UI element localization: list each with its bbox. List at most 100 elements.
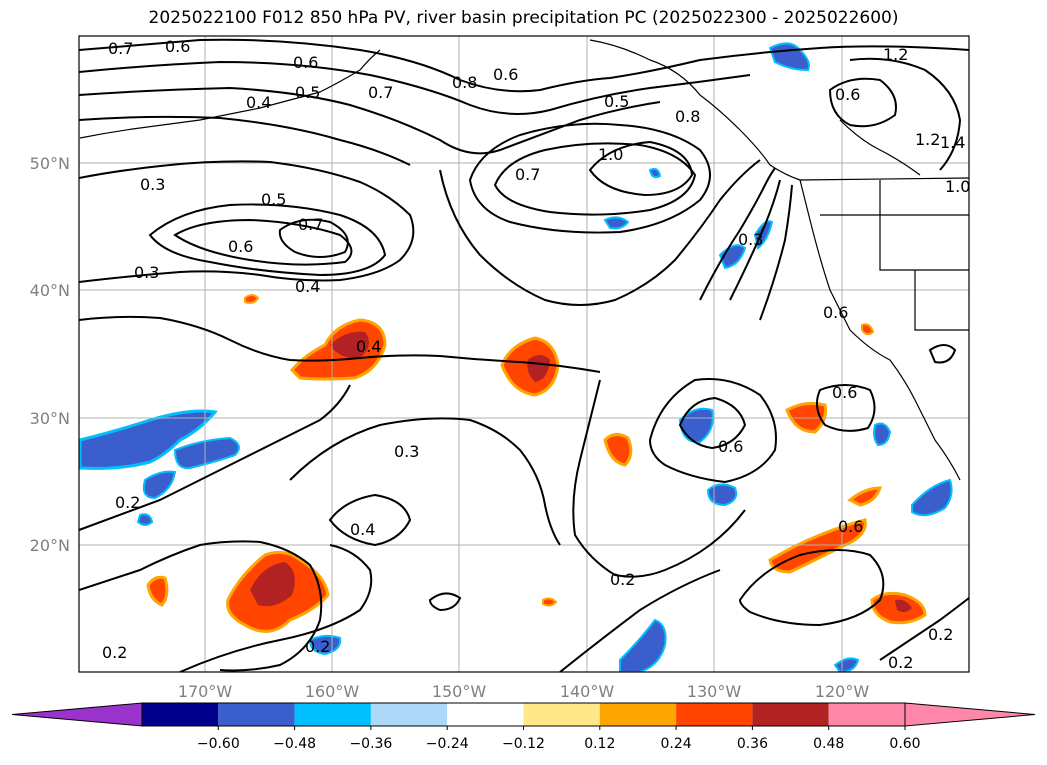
lon-label: 170°W — [178, 682, 233, 701]
contour-label: 0.6 — [838, 517, 863, 536]
contour-label: 0.4 — [246, 93, 271, 112]
contour-label: 0.3 — [134, 263, 159, 282]
precip-positive-region — [542, 597, 558, 607]
colorbar: −0.60 −0.48 −0.36 −0.24 −0.12 0.12 0.24 0.36 0.4… — [11, 702, 1036, 752]
precip-negative-region — [678, 407, 714, 444]
pv-contour — [328, 493, 412, 547]
colorbar-tick-label: 0.24 — [661, 736, 692, 752]
precip-positive-region — [847, 486, 883, 507]
pv-contour — [278, 218, 349, 258]
contour-label: 0.4 — [356, 337, 381, 356]
contour-label: 0.7 — [298, 215, 323, 234]
pv-contour — [815, 384, 876, 432]
colorbar-segment — [142, 703, 219, 726]
pv-contour — [79, 384, 351, 531]
lon-label: 140°W — [560, 682, 615, 701]
contour-label: 0.8 — [452, 73, 477, 92]
precip-negative-region — [911, 478, 953, 517]
contour-label: 0.2 — [102, 643, 127, 662]
pv-contour — [648, 378, 777, 484]
map-title: 2025022100 F012 850 hPa PV, river basin … — [148, 8, 899, 28]
colorbar-tick-label: −0.60 — [197, 736, 240, 752]
contour-label: 0.6 — [165, 37, 190, 56]
pv-contour — [428, 592, 462, 612]
precip-positive-region — [861, 323, 875, 336]
pv-contour — [79, 38, 969, 93]
pv-contour — [699, 167, 776, 301]
lon-label: 160°W — [305, 682, 360, 701]
pv-contour — [468, 122, 711, 234]
pv-contour — [559, 569, 721, 672]
precip-negative-region — [873, 422, 892, 447]
colorbar-segment — [294, 703, 371, 726]
precip-negative-region — [136, 513, 154, 526]
pv-contour — [79, 86, 661, 155]
precip-negative-region — [619, 618, 667, 672]
contour-label: 0.3 — [140, 175, 165, 194]
pv-contour — [493, 142, 697, 216]
precip-positive-region — [250, 562, 295, 607]
lat-label: 20°N — [30, 536, 70, 555]
colorbar-tick-label: −0.24 — [426, 736, 469, 752]
colorbar-segment — [218, 703, 295, 726]
precip-shading — [79, 42, 953, 672]
lat-label: 30°N — [30, 409, 70, 428]
contour-label: 0.7 — [108, 39, 133, 58]
pv-contour — [173, 218, 353, 266]
contour-label: 0.6 — [832, 383, 857, 402]
colorbar-segment — [752, 703, 829, 726]
lon-labels: 170°W 160°W 150°W 140°W 130°W 120°W — [178, 682, 870, 701]
precip-positive-region — [146, 575, 169, 607]
pv-contour — [729, 179, 781, 301]
pv-contour — [79, 160, 415, 283]
colorbar-segment — [370, 703, 448, 726]
colorbar-extend-high — [904, 702, 1036, 727]
pv-contour — [678, 396, 747, 450]
contour-label: 0.3 — [738, 230, 763, 249]
contour-label: 0.8 — [675, 107, 700, 126]
precip-negative-region — [648, 167, 662, 179]
precip-negative-region — [753, 220, 774, 250]
contour-label: 0.6 — [293, 53, 318, 72]
colorbar-extend-low — [11, 702, 143, 727]
pv-contour — [289, 417, 561, 546]
colorbar-tick-label: 0.12 — [584, 736, 615, 752]
contour-label: 0.6 — [823, 303, 848, 322]
lon-label: 150°W — [432, 682, 487, 701]
contour-label: 0.6 — [835, 85, 860, 104]
pv-contour — [79, 315, 601, 373]
lat-labels: 50°N 40°N 30°N 20°N — [30, 154, 70, 555]
contour-label: 1.0 — [945, 177, 970, 196]
contour-label: 0.5 — [604, 92, 629, 111]
contour-label: 1.4 — [940, 133, 965, 152]
colorbar-tick-label: −0.12 — [502, 736, 545, 752]
contour-label: 0.2 — [115, 493, 140, 512]
contour-label: 1.0 — [598, 145, 623, 164]
contour-label: 0.2 — [928, 625, 953, 644]
contour-label: 0.7 — [368, 83, 393, 102]
contour-label: 0.6 — [493, 65, 518, 84]
precip-negative-region — [706, 483, 738, 507]
precip-positive-region — [330, 331, 369, 359]
contour-label: 0.2 — [888, 653, 913, 672]
colorbar-tick-label: 0.60 — [889, 736, 920, 752]
pv-contour — [849, 57, 962, 171]
colorbar-segment — [599, 703, 677, 726]
pv-contour — [759, 184, 793, 321]
contour-label: 0.6 — [718, 437, 743, 456]
colorbar-segment — [523, 703, 600, 726]
pv-contour — [79, 115, 411, 166]
pv-contour — [572, 379, 746, 578]
precip-positive-region — [527, 355, 550, 382]
precip-negative-region — [79, 409, 218, 470]
lon-label: 120°W — [815, 682, 870, 701]
lon-label: 130°W — [687, 682, 742, 701]
lat-label: 40°N — [30, 281, 70, 300]
contour-label: 1.2 — [883, 45, 908, 64]
pv-contours — [79, 38, 969, 672]
contour-label: 0.6 — [228, 237, 253, 256]
precip-positive-region — [895, 599, 912, 613]
precip-negative-region — [308, 634, 342, 656]
pv-contour — [148, 203, 387, 277]
